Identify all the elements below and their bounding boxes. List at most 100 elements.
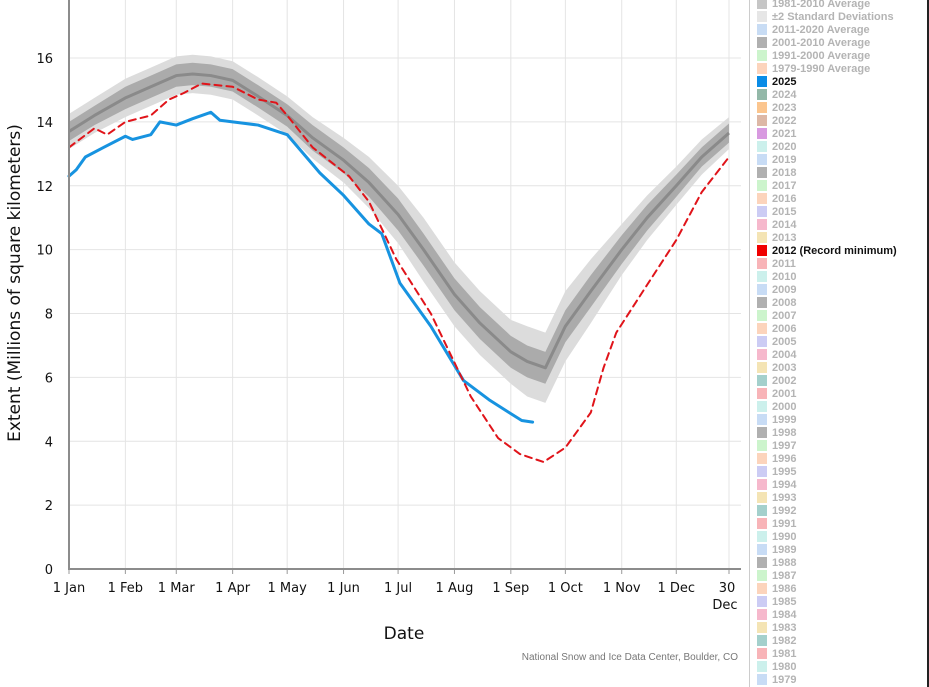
- legend-swatch: [757, 466, 767, 477]
- legend-label: 1995: [772, 465, 797, 478]
- legend-item[interactable]: 1983: [750, 621, 927, 634]
- legend-swatch: [757, 570, 767, 581]
- legend-item[interactable]: 1986: [750, 582, 927, 595]
- legend-item[interactable]: 2004: [750, 348, 927, 361]
- legend-label: 1993: [772, 491, 797, 504]
- legend-item[interactable]: 2024: [750, 88, 927, 101]
- legend-item[interactable]: 1988: [750, 556, 927, 569]
- legend-item[interactable]: 2003: [750, 361, 927, 374]
- legend-swatch: [757, 427, 767, 438]
- legend-label: 2010: [772, 270, 797, 283]
- legend-item[interactable]: 2020: [750, 140, 927, 153]
- legend-item[interactable]: 1980: [750, 660, 927, 673]
- x-tick-label: 1 Jun: [327, 581, 360, 596]
- legend-swatch: [757, 141, 767, 152]
- y-tick-label: 0: [45, 563, 53, 578]
- legend-item[interactable]: 1990: [750, 530, 927, 543]
- legend-item[interactable]: 2009: [750, 283, 927, 296]
- legend-item[interactable]: 2021: [750, 127, 927, 140]
- legend-swatch: [757, 11, 767, 22]
- legend-item[interactable]: 2011-2020 Average: [750, 23, 927, 36]
- legend-item[interactable]: 2007: [750, 309, 927, 322]
- legend-label: 2001-2010 Average: [772, 36, 871, 49]
- legend-item[interactable]: 2023: [750, 101, 927, 114]
- legend-swatch: [757, 492, 767, 503]
- legend-item[interactable]: 1994: [750, 478, 927, 491]
- legend-swatch: [757, 63, 767, 74]
- legend-item[interactable]: ±2 Standard Deviations: [750, 10, 927, 23]
- legend-label: 1990: [772, 530, 797, 543]
- legend-label: 1998: [772, 426, 797, 439]
- legend-label: 2009: [772, 283, 797, 296]
- x-tick-label: 1 Sep: [492, 581, 529, 596]
- legend-item[interactable]: 1982: [750, 634, 927, 647]
- x-tick-label-line: Dec: [712, 598, 737, 613]
- legend-item[interactable]: 2015: [750, 205, 927, 218]
- legend-item[interactable]: 1984: [750, 608, 927, 621]
- legend-item[interactable]: 2008: [750, 296, 927, 309]
- legend-item[interactable]: 1981: [750, 647, 927, 660]
- legend-item[interactable]: 1995: [750, 465, 927, 478]
- legend-item[interactable]: 2014: [750, 218, 927, 231]
- legend-swatch: [757, 544, 767, 555]
- legend-item[interactable]: 1989: [750, 543, 927, 556]
- legend-label: 2018: [772, 166, 797, 179]
- legend-item[interactable]: 1985: [750, 595, 927, 608]
- legend-swatch: [757, 180, 767, 191]
- legend-item[interactable]: 1993: [750, 491, 927, 504]
- legend-item[interactable]: 1987: [750, 569, 927, 582]
- legend-item[interactable]: 1998: [750, 426, 927, 439]
- x-tick-label: 1 Jan: [53, 581, 85, 596]
- legend-label: 1980: [772, 660, 797, 673]
- legend-label: 2013: [772, 231, 797, 244]
- legend-label: 2019: [772, 153, 797, 166]
- legend-item[interactable]: 2012 (Record minimum): [750, 244, 927, 257]
- legend-swatch: [757, 388, 767, 399]
- legend-label: 2000: [772, 400, 797, 413]
- legend-item[interactable]: 2025: [750, 75, 927, 88]
- legend-item[interactable]: 2006: [750, 322, 927, 335]
- legend-item[interactable]: 1999: [750, 413, 927, 426]
- legend-item[interactable]: 1981-2010 Average: [750, 0, 927, 10]
- legend-item[interactable]: 1996: [750, 452, 927, 465]
- x-tick-label: 1 Dec: [657, 581, 695, 596]
- legend-swatch: [757, 518, 767, 529]
- legend-item[interactable]: 1991: [750, 517, 927, 530]
- legend-item[interactable]: 1979: [750, 673, 927, 686]
- legend-swatch: [757, 219, 767, 230]
- series-lines: [67, 72, 730, 464]
- legend-label: 2011: [772, 257, 796, 270]
- legend-swatch: [757, 505, 767, 516]
- legend-item[interactable]: 1997: [750, 439, 927, 452]
- legend-label: 1979-1990 Average: [772, 62, 871, 75]
- legend-item[interactable]: 2018: [750, 166, 927, 179]
- legend-item[interactable]: 2011: [750, 257, 927, 270]
- legend-item[interactable]: 2013: [750, 231, 927, 244]
- legend-item[interactable]: 2010: [750, 270, 927, 283]
- legend-label: 1987: [772, 569, 797, 582]
- legend-item[interactable]: 1991-2000 Average: [750, 49, 927, 62]
- legend-swatch: [757, 271, 767, 282]
- legend-item[interactable]: 2005: [750, 335, 927, 348]
- legend-item[interactable]: 2001: [750, 387, 927, 400]
- legend-item[interactable]: 2000: [750, 400, 927, 413]
- y-tick-label: 4: [45, 435, 53, 450]
- legend-swatch: [757, 622, 767, 633]
- x-tick-label: 1 Mar: [158, 581, 196, 596]
- legend-item[interactable]: 2002: [750, 374, 927, 387]
- legend-item[interactable]: 2016: [750, 192, 927, 205]
- legend-swatch: [757, 167, 767, 178]
- legend-label: 2016: [772, 192, 797, 205]
- legend: 1981-2010 Average ±2 Standard Deviations 2…: [749, 0, 929, 687]
- legend-item[interactable]: 2001-2010 Average: [750, 36, 927, 49]
- legend-swatch: [757, 583, 767, 594]
- x-tick-label: 1 Jul: [384, 581, 412, 596]
- legend-label: 2025: [772, 75, 797, 88]
- legend-item[interactable]: 2022: [750, 114, 927, 127]
- legend-item[interactable]: 1979-1990 Average: [750, 62, 927, 75]
- legend-item[interactable]: 2019: [750, 153, 927, 166]
- legend-item[interactable]: 1992: [750, 504, 927, 517]
- legend-item[interactable]: 2017: [750, 179, 927, 192]
- legend-label: 2001: [772, 387, 797, 400]
- legend-label: 1985: [772, 595, 797, 608]
